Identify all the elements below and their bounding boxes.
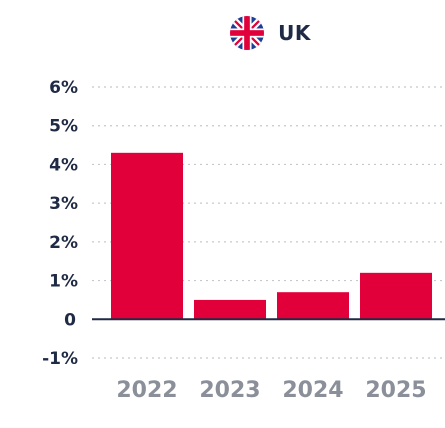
y-tick-label: 0 xyxy=(64,310,76,330)
uk-flag-icon xyxy=(230,16,265,50)
chart-header: UK xyxy=(48,16,445,50)
bar xyxy=(277,292,349,320)
x-category-label: 2024 xyxy=(282,378,343,403)
x-category-label: 2025 xyxy=(365,378,426,403)
y-tick-label: -1% xyxy=(42,349,78,369)
bar xyxy=(111,152,183,320)
x-category-label: 2023 xyxy=(199,378,260,403)
y-tick-label: 6% xyxy=(49,78,78,98)
country-label: UK xyxy=(278,21,311,45)
y-tick-label: 4% xyxy=(49,155,78,175)
bar xyxy=(194,299,266,320)
y-tick-label: 1% xyxy=(49,272,78,292)
bar xyxy=(360,272,432,320)
y-tick-label: 3% xyxy=(49,194,78,214)
x-category-label: 2022 xyxy=(116,378,177,403)
y-tick-label: 5% xyxy=(49,117,78,137)
y-tick-label: 2% xyxy=(49,233,78,253)
